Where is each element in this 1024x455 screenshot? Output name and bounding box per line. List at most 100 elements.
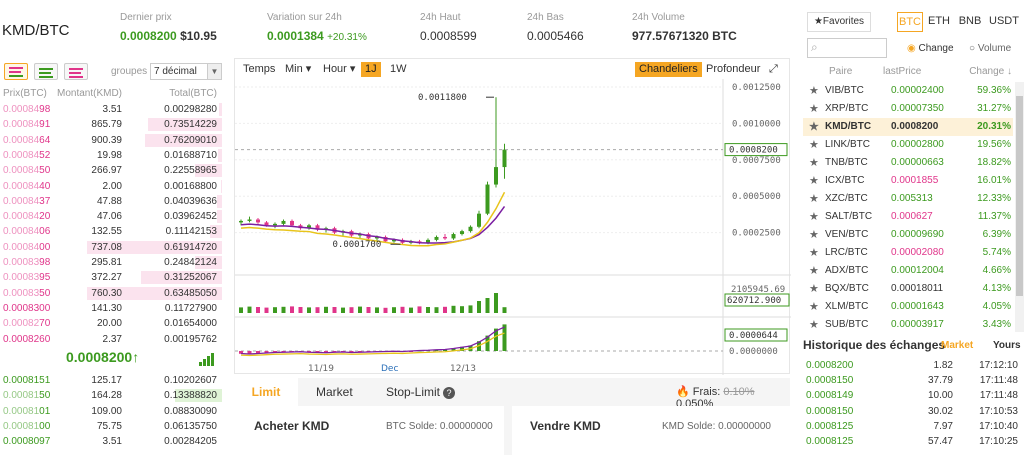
tab-limit[interactable]: Limit [234,378,298,406]
stat-percent: +20.31% [327,32,367,43]
bid-row[interactable]: 0.0008151 125.17 0.10202607 [0,373,222,388]
ask-price: 0.0008395 [3,270,50,285]
star-icon[interactable]: ★ [809,265,819,277]
market-row[interactable]: ★ XRP/BTC 0.00007350 31.27% [803,100,1013,118]
col-change[interactable]: Change ↓ [969,66,1012,77]
ask-price: 0.0008491 [3,117,50,132]
bid-row[interactable]: 0.0008101 109.00 0.08830090 [0,404,222,419]
market-row[interactable]: ★ LRC/BTC 0.00002080 5.74% [803,244,1013,262]
market-row[interactable]: ★ LINK/BTC 0.00002800 19.56% [803,136,1013,154]
market-row[interactable]: ★ SUB/BTC 0.00003917 3.43% [803,316,1013,334]
market-row[interactable]: ★ VIB/BTC 0.00002400 59.36% [803,82,1013,100]
base-btc-button[interactable]: BTC [897,12,923,32]
radio-volume[interactable]: ○ Volume [969,43,1011,54]
ask-row[interactable]: 0.0008440 2.00 0.00168800 [0,179,222,194]
history-tab-market[interactable]: Market [941,340,974,351]
ask-row[interactable]: 0.0008350 760.30 0.63485050 [0,286,222,301]
market-row[interactable]: ★ XLM/BTC 0.00001643 4.05% [803,298,1013,316]
star-icon[interactable]: ★ [809,229,819,241]
star-icon[interactable]: ★ [809,283,819,295]
star-icon[interactable]: ★ [809,175,819,187]
market-row[interactable]: ★ ICX/BTC 0.0001855 16.01% [803,172,1013,190]
market-price: 0.00007350 [891,103,944,114]
radio-change[interactable]: ◉ Change [907,43,954,54]
question-icon[interactable]: ? [443,387,456,399]
macd-bar [349,351,354,353]
ask-row[interactable]: 0.0008464 900.39 0.76209010 [0,133,222,148]
ask-price: 0.0008300 [3,301,50,316]
star-icon[interactable]: ★ [809,121,819,133]
view-bids-icon[interactable] [34,63,58,80]
minute-dropdown[interactable]: Min ▾ [285,63,312,75]
bid-row[interactable]: 0.0008097 3.51 0.00284205 [0,434,222,449]
base-usdt-button[interactable]: USDT [989,15,1019,27]
star-icon[interactable]: ★ [809,319,819,331]
interval-1d-button[interactable]: 1J [361,62,381,77]
price-chart[interactable]: Temps Min ▾ Hour ▾ 1J 1W Chandeliers Pro… [234,58,791,375]
view-both-icon[interactable] [4,63,28,80]
star-icon[interactable]: ★ [809,247,819,259]
market-change: 6.39% [982,229,1011,240]
ask-row[interactable]: 0.0008450 266.97 0.22558965 [0,163,222,178]
favorites-button[interactable]: ★Favorites [807,12,871,32]
interval-1w-button[interactable]: 1W [390,63,407,75]
star-icon[interactable]: ★ [809,301,819,313]
star-icon[interactable]: ★ [809,103,819,115]
tab-market[interactable]: Market [316,385,353,399]
ask-row[interactable]: 0.0008398 295.81 0.24842124 [0,255,222,270]
market-change: 4.05% [982,301,1011,312]
ask-row[interactable]: 0.0008300 141.30 0.11727900 [0,301,222,316]
ask-row[interactable]: 0.0008491 865.79 0.73514229 [0,117,222,132]
ask-row[interactable]: 0.0008260 2.37 0.00195762 [0,332,222,347]
market-row[interactable]: ★ ADX/BTC 0.00012004 4.66% [803,262,1013,280]
search-input[interactable]: ⌕ [807,38,887,58]
last-price-row: 0.0008200↑ [0,345,222,371]
base-bnb-button[interactable]: BNB [958,15,982,27]
ask-row[interactable]: 0.0008437 47.88 0.04039636 [0,194,222,209]
star-icon[interactable]: ★ [809,211,819,223]
base-eth-button[interactable]: ETH [928,15,950,27]
market-change: 59.36% [977,85,1011,96]
col-last-price[interactable]: lastPrice [883,66,922,77]
trade-amount: 37.79 [927,375,953,387]
ask-row[interactable]: 0.0008400 737.08 0.61914720 [0,240,222,255]
star-icon[interactable]: ★ [809,157,819,169]
ask-row[interactable]: 0.0008498 3.51 0.00298280 [0,102,222,117]
market-row[interactable]: ★ SALT/BTC 0.000627 11.37% [803,208,1013,226]
market-row[interactable]: ★ XZC/BTC 0.005313 12.33% [803,190,1013,208]
view-asks-icon[interactable] [64,63,88,80]
market-row[interactable]: ★ BQX/BTC 0.00018011 4.13% [803,280,1013,298]
market-pair: ICX/BTC [825,175,865,186]
ask-row[interactable]: 0.0008406 132.55 0.11142153 [0,224,222,239]
bid-row[interactable]: 0.0008150 164.28 0.13388820 [0,388,222,403]
hour-dropdown[interactable]: Hour ▾ [323,63,356,75]
ask-row[interactable]: 0.0008270 20.00 0.01654000 [0,316,222,331]
star-icon[interactable]: ★ [809,139,819,151]
price-tick: 0.0005000 [732,192,781,202]
col-pair[interactable]: Paire [829,66,853,77]
market-row[interactable]: ★ KMD/BTC 0.0008200 20.31% [803,118,1013,136]
price-tick: 0.0010000 [732,119,781,129]
ask-price-prefix: 0.00083 [3,257,40,268]
ask-row[interactable]: 0.0008452 19.98 0.01688710 [0,148,222,163]
candle-body [239,220,243,223]
market-row[interactable]: ★ VEN/BTC 0.00009690 6.39% [803,226,1013,244]
history-tab-yours[interactable]: Yours [993,340,1021,351]
fullscreen-icon[interactable]: ⤢ [769,63,778,75]
star-icon[interactable]: ★ [809,193,819,205]
depth-button[interactable]: Profondeur [706,63,761,75]
volume-bar [426,307,430,313]
ask-price: 0.0008440 [3,179,50,194]
ask-row[interactable]: 0.0008420 47.06 0.03962452 [0,209,222,224]
market-row[interactable]: ★ TNB/BTC 0.00000663 18.82% [803,154,1013,172]
stat-label: 24h Volume [632,12,685,23]
bid-row[interactable]: 0.0008100 75.75 0.06135750 [0,419,222,434]
ask-price-suffix: 91 [39,119,51,131]
markets-scrollbar[interactable] [1015,82,1024,332]
tab-stop-limit[interactable]: Stop-Limit? [386,378,456,406]
candles-button[interactable]: Chandeliers [635,62,702,77]
ask-row[interactable]: 0.0008395 372.27 0.31252067 [0,270,222,285]
decimals-select[interactable]: 7 décimal ▼ [150,63,222,80]
ask-amount: 372.27 [91,272,122,284]
star-icon[interactable]: ★ [809,85,819,97]
